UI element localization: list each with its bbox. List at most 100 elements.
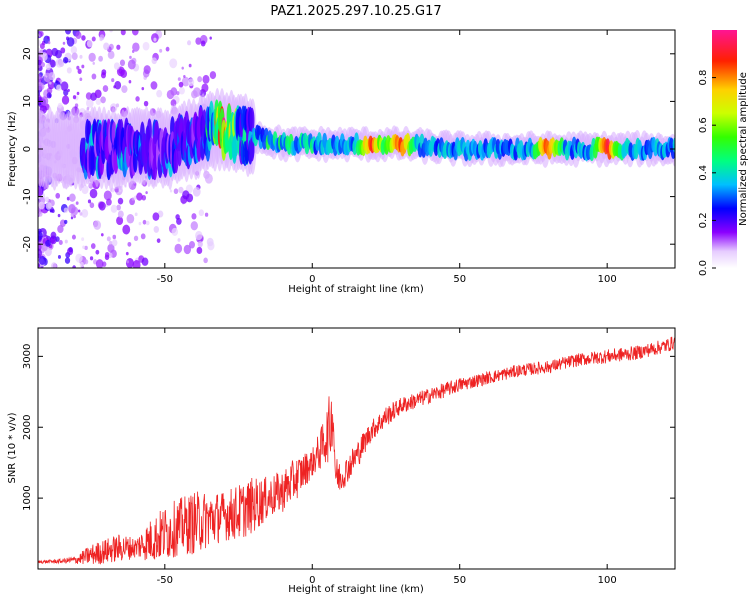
spectrogram-cell bbox=[55, 49, 62, 59]
spectrogram-cell bbox=[38, 83, 43, 91]
spectrogram-cell bbox=[38, 73, 43, 83]
spectrogram-cell bbox=[95, 98, 102, 105]
spectrogram-cell bbox=[61, 95, 70, 105]
spectrogram-cell bbox=[169, 58, 178, 69]
spectrogram-cell bbox=[107, 243, 115, 253]
spectrogram-cell bbox=[65, 30, 72, 35]
x-tick-label: 50 bbox=[453, 575, 466, 586]
spectrogram-cell bbox=[90, 243, 96, 249]
spectrogram-cell bbox=[111, 78, 115, 83]
spectrogram-cell bbox=[72, 95, 77, 100]
spectrogram-cell bbox=[131, 49, 135, 53]
spectrogram-cell bbox=[38, 47, 41, 53]
spectrogram-cell bbox=[195, 230, 203, 241]
spectrogram-cell bbox=[99, 37, 103, 42]
spectrogram-cell bbox=[71, 52, 78, 61]
spectrogram-cell bbox=[126, 213, 135, 224]
spectrogram-cell bbox=[98, 55, 103, 62]
snr-y-label: SNR (10 * v/v) bbox=[7, 412, 18, 483]
spectrogram-cell bbox=[193, 87, 201, 98]
spectrogram-cell bbox=[45, 202, 52, 210]
spectrogram-cell bbox=[156, 89, 163, 98]
spectrogram-cell bbox=[38, 248, 42, 259]
spectrogram-cell bbox=[166, 89, 175, 100]
spectrogram-cell bbox=[128, 80, 132, 84]
spectrogram-cell bbox=[50, 231, 57, 239]
spectrogram-cell bbox=[209, 71, 217, 80]
spectrogram-cell bbox=[45, 63, 52, 71]
spectrogram-cell bbox=[71, 234, 76, 240]
spectrogram-cell bbox=[181, 76, 190, 87]
spectrogram-cell bbox=[134, 212, 138, 217]
spectrogram-cell bbox=[121, 85, 128, 94]
spectrogram-cell bbox=[75, 31, 82, 39]
spectrogram-cell bbox=[120, 69, 128, 78]
spectrogram-cell bbox=[153, 225, 160, 233]
spectrogram-cell bbox=[206, 237, 214, 247]
spectrogram-cell bbox=[70, 216, 74, 220]
spectrogram-cell bbox=[141, 87, 145, 91]
snr-frame bbox=[37, 327, 676, 570]
spectrogram-cell bbox=[197, 240, 203, 248]
spectrogram-cell bbox=[195, 37, 202, 45]
spectrogram-cell bbox=[38, 94, 43, 104]
spectrogram-cell bbox=[145, 191, 148, 195]
spectrogram-cell bbox=[95, 259, 104, 268]
spectrogram-cell bbox=[73, 214, 76, 219]
spectrogram-cell bbox=[126, 258, 134, 267]
spectrogram-cell bbox=[93, 220, 102, 230]
y-tick-label: 20 bbox=[22, 47, 33, 60]
spectrogram-cell bbox=[100, 96, 106, 104]
spectrogram-x-label: Height of straight line (km) bbox=[288, 284, 424, 295]
spectrogram-cell bbox=[138, 221, 142, 226]
spectrogram-cell bbox=[49, 81, 52, 85]
spectrogram-cell bbox=[79, 54, 83, 59]
spectrogram-cell bbox=[45, 239, 51, 247]
spectrogram-cell bbox=[204, 212, 209, 217]
spectrogram-cell bbox=[38, 39, 41, 47]
spectrogram-cell bbox=[203, 257, 208, 264]
spectrogram-cell bbox=[116, 204, 121, 211]
spectrogram-cell bbox=[103, 42, 110, 51]
spectrogram-cell bbox=[55, 80, 58, 84]
spectrogram-cell bbox=[143, 65, 151, 74]
x-tick-label: 100 bbox=[598, 575, 617, 586]
spectrogram-panel: -50 0 50 100 -20 -10 0 10 20 Height of straight… bbox=[7, 29, 676, 295]
spectrogram-cell bbox=[38, 187, 43, 197]
spectrogram-cell bbox=[112, 234, 117, 240]
spectrogram-cell bbox=[79, 212, 83, 216]
colorbar-tick-label: 0.8 bbox=[698, 70, 709, 86]
spectrogram-cell bbox=[110, 204, 118, 213]
spectrogram-cell bbox=[197, 76, 203, 83]
spectrogram-cell bbox=[135, 96, 140, 102]
spectrogram-cell bbox=[202, 74, 210, 84]
spectrogram-cell bbox=[76, 91, 80, 96]
spectrogram-cell bbox=[209, 36, 212, 40]
y-tick-label: 2000 bbox=[22, 415, 33, 440]
snr-x-ticks: -50 0 50 100 bbox=[157, 328, 617, 586]
spectrogram-cell bbox=[136, 192, 143, 201]
spectrogram-cell bbox=[178, 81, 184, 88]
spectrogram-cell bbox=[38, 201, 45, 210]
spectrogram-cell bbox=[117, 210, 124, 218]
spectrogram-cell bbox=[100, 72, 106, 79]
spectrogram-cell bbox=[108, 50, 115, 58]
spectrogram-cell bbox=[106, 198, 112, 206]
snr-series-line bbox=[38, 336, 675, 565]
spectrogram-cell bbox=[103, 190, 112, 201]
spectrogram-cell bbox=[120, 30, 126, 36]
x-tick-label: 0 bbox=[309, 575, 315, 586]
spectrogram-cell bbox=[44, 196, 50, 203]
spectrogram-cell bbox=[47, 41, 51, 45]
spectrogram-y-label: Frequency (Hz) bbox=[7, 111, 18, 187]
colorbar-tick-label: 0.4 bbox=[698, 165, 709, 181]
spectrogram-cell bbox=[62, 56, 69, 64]
spectrogram-cell bbox=[114, 80, 122, 90]
spectrogram-cell bbox=[100, 233, 104, 237]
spectrogram-cell bbox=[138, 255, 143, 260]
spectrogram-cell bbox=[104, 251, 110, 258]
spectrogram-cell bbox=[79, 77, 83, 82]
spectrogram-cell bbox=[64, 257, 71, 264]
spectrogram-cell bbox=[82, 245, 85, 250]
